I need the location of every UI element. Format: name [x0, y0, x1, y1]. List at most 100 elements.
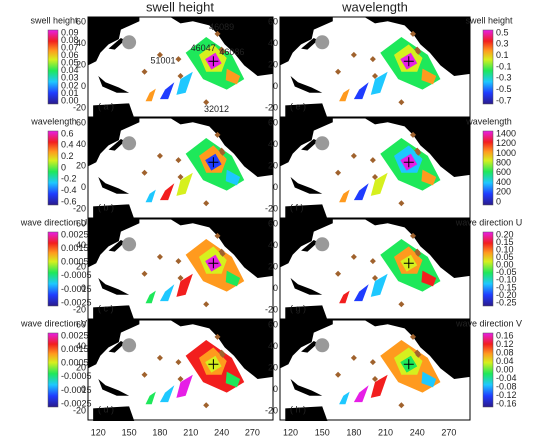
x-tick-label: 150	[315, 427, 330, 437]
field-patch	[370, 374, 388, 398]
x-tick-label: 210	[378, 427, 393, 437]
center-cross	[403, 157, 414, 168]
y-tick-label: 20	[268, 160, 278, 170]
x-tick-label: 270	[245, 427, 260, 437]
colorbar-tick-label: 0.0005	[61, 358, 89, 368]
y-tick-label: -20	[265, 102, 278, 112]
colorbar-tick-label: 200	[496, 187, 511, 197]
land	[285, 204, 328, 220]
center-cross	[208, 258, 219, 269]
y-tick-label: 40	[76, 139, 86, 149]
land	[290, 176, 323, 194]
colorbar-tick-label: -0.10	[496, 275, 517, 285]
buoy-marker	[372, 274, 378, 281]
x-tick-label: 120	[283, 427, 298, 437]
field-patch	[159, 385, 175, 403]
colorbar-tick-label: 0.0015	[61, 243, 89, 253]
map-panel: ( a ) 46089 46047 46086 51001 32012 60 40 20 0 -20	[73, 16, 274, 119]
field-patch	[145, 290, 156, 304]
colorbar-tick-label: 1400	[496, 128, 516, 138]
buoy-marker	[141, 371, 148, 378]
colorbar-tick-label: 0.06	[61, 50, 79, 60]
buoy-label: 32012	[204, 104, 229, 114]
land	[280, 320, 333, 369]
field-patch	[353, 284, 369, 302]
colorbar-tick-label: 0.04	[61, 65, 79, 75]
field-patch	[370, 273, 388, 297]
buoy-marker	[177, 375, 184, 382]
buoy-marker	[203, 301, 210, 308]
center-cross	[403, 56, 414, 67]
buoy-marker	[369, 359, 376, 366]
buoy-marker	[141, 169, 148, 176]
field-patch	[339, 88, 350, 102]
colorbar-title: wave direction U	[20, 217, 88, 227]
colorbar-tick-label: -0.7	[496, 95, 512, 105]
land	[364, 219, 470, 278]
buoy-marker	[410, 30, 416, 37]
buoy-marker	[177, 72, 184, 79]
y-tick-label: 0	[273, 283, 278, 293]
colorbar-tick-label: -0.0015	[61, 385, 92, 395]
buoy-marker	[372, 72, 378, 79]
x-tick-label: 150	[122, 427, 137, 437]
y-tick-label: 60	[76, 117, 86, 127]
x-tick-label: 210	[183, 427, 198, 437]
buoy-marker	[350, 354, 357, 361]
x-tick-label: 240	[410, 427, 425, 437]
buoy-marker	[219, 351, 226, 358]
colorbar	[47, 29, 59, 105]
field-patch	[176, 374, 193, 398]
y-tick-label: 40	[76, 341, 86, 351]
colorbar-title: wave direction V	[455, 318, 522, 328]
land-mark	[315, 136, 330, 151]
colorbar	[482, 231, 494, 307]
y-tick-label: 40	[268, 139, 278, 149]
buoy-marker	[219, 48, 226, 55]
land	[98, 176, 130, 194]
land	[290, 378, 323, 396]
buoy-marker	[156, 51, 163, 58]
land	[93, 406, 135, 422]
buoy-marker	[335, 371, 342, 378]
panel-label: ( f )	[290, 202, 304, 212]
field-patch	[225, 270, 241, 287]
field-patch	[225, 371, 241, 388]
field-patch	[370, 172, 388, 196]
land	[301, 139, 318, 151]
y-tick-label: 20	[76, 59, 86, 69]
colorbar	[482, 29, 494, 105]
y-tick-label: 60	[76, 218, 86, 228]
colorbar-title: wave direction U	[455, 217, 523, 227]
buoy-marker	[141, 270, 148, 277]
land	[364, 17, 470, 76]
colorbar-tick-label: -0.20	[496, 290, 517, 300]
colorbar-tick-label: 0.09	[61, 27, 79, 37]
column-title: swell height	[146, 0, 214, 14]
y-tick-label: 20	[268, 261, 278, 271]
colorbar-tick-label: 0.1	[496, 50, 509, 60]
y-tick-label: 20	[76, 160, 86, 170]
land	[301, 341, 318, 353]
buoy-marker	[369, 157, 376, 164]
field-patch	[225, 169, 241, 186]
field-patch	[339, 290, 350, 304]
buoy-marker	[350, 152, 357, 159]
field-patch	[421, 371, 437, 388]
colorbar-tick-label: 1200	[496, 138, 516, 148]
field-patch	[145, 88, 156, 102]
land	[364, 118, 470, 177]
center-cross	[208, 157, 219, 168]
colorbar-tick-label: 0.04	[496, 356, 514, 366]
buoy-marker	[214, 30, 221, 37]
buoy-marker	[156, 354, 163, 361]
field-patch	[353, 385, 369, 403]
colorbar	[47, 231, 59, 307]
colorbar-tick-label: -0.3	[496, 73, 512, 83]
land	[108, 341, 125, 353]
colorbar-tick-label: 0.02	[61, 80, 79, 90]
field-patch	[421, 270, 437, 287]
buoy-marker	[219, 149, 226, 156]
y-tick-label: -20	[265, 304, 278, 314]
colorbar-tick-label: 600	[496, 167, 511, 177]
